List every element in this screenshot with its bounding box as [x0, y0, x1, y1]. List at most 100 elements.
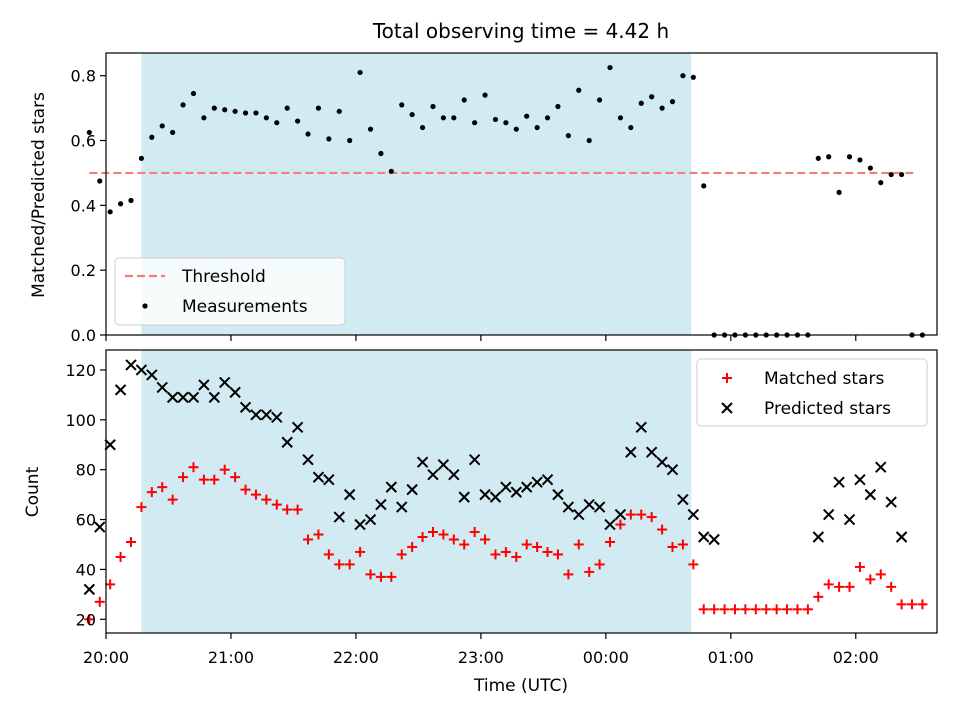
matched-star-point [198, 474, 209, 485]
matched-star-point [292, 504, 303, 515]
measurement-point [503, 120, 509, 126]
measurement-point [680, 73, 686, 79]
y-tick-label: 0.2 [71, 261, 96, 280]
matched-star-point [667, 541, 678, 552]
predicted-star-point [333, 511, 345, 523]
predicted-star-point [698, 531, 710, 543]
predicted-star-point [864, 488, 877, 501]
predicted-star-point [291, 421, 304, 434]
matched-star-point [750, 604, 761, 615]
measurement-point [451, 115, 457, 121]
matched-star-point [917, 599, 928, 610]
predicted-star-point [520, 481, 533, 493]
y-tick-label: 100 [65, 411, 96, 430]
measurement-point [534, 124, 540, 131]
predicted-star-point [645, 446, 658, 458]
predicted-star-point [416, 456, 429, 468]
measurement-point [86, 129, 92, 136]
x-tick-label: 02:00 [833, 648, 879, 667]
measurement-point [284, 105, 290, 111]
measurement-point [628, 124, 634, 131]
measurement-point [128, 197, 134, 204]
matched-star-point [865, 574, 876, 585]
legend-measurement-swatch [142, 303, 148, 309]
y-tick-label: 60 [76, 511, 96, 530]
matched-star-point [511, 551, 522, 562]
measurement-point [472, 120, 478, 126]
predicted-star-point [604, 518, 616, 531]
matched-star-point [740, 604, 751, 615]
matched-star-point [313, 529, 324, 540]
measurement-point [388, 168, 394, 174]
matched-star-point [157, 482, 168, 493]
predicted-star-point [364, 513, 377, 526]
measurement-point [607, 64, 613, 71]
predicted-star-point [541, 473, 554, 486]
measurement-point [836, 189, 842, 195]
predicted-star-point [635, 421, 647, 434]
matched-star-point [782, 604, 793, 615]
matched-star-point [823, 579, 834, 590]
matched-star-point [261, 494, 272, 505]
y-tick-label: 20 [76, 610, 96, 629]
bottom-y-axis-label: Count [23, 466, 43, 517]
predicted-star-point [625, 446, 637, 458]
matched-star-point [875, 569, 886, 580]
chart-title: Total observing time = 4.42 h [372, 19, 669, 43]
measurement-point [617, 115, 624, 121]
measurement-point [482, 92, 488, 98]
measurement-point [419, 124, 426, 131]
measurement-point [701, 183, 707, 189]
measurement-point [367, 126, 374, 132]
x-axis-label: Time (UTC) [473, 676, 568, 696]
measurement-point [159, 123, 165, 129]
matched-star-point [844, 581, 855, 592]
matched-star-point [146, 487, 157, 498]
matched-star-point [698, 604, 709, 615]
matched-star-point [219, 464, 230, 475]
predicted-star-point [208, 391, 221, 404]
measurement-point [180, 102, 186, 108]
y-tick-label: 0.6 [71, 132, 96, 151]
matched-star-point [136, 502, 147, 513]
matched-star-point [719, 604, 730, 615]
measurement-point [878, 180, 884, 186]
y-tick-label: 0.4 [71, 196, 96, 215]
measurement-point [461, 97, 467, 103]
measurement-point [430, 103, 436, 110]
top-panel-ratio: 0.0 0.2 0.4 0.6 0.8 Threshold Measurements [71, 52, 938, 345]
predicted-star-point [125, 359, 137, 371]
measurement-point [274, 120, 280, 126]
measurement-point [305, 131, 311, 137]
measurement-point [117, 201, 124, 207]
matched-star-point [167, 494, 178, 505]
predicted-star-point [708, 533, 720, 546]
predicted-star-point [593, 501, 606, 513]
predicted-star-point [854, 473, 866, 486]
matched-star-point [802, 604, 813, 615]
matched-star-point [282, 504, 293, 515]
predicted-star-point [323, 473, 335, 486]
matched-star-point [563, 569, 574, 580]
legend-predicted-label: Predicted stars [764, 399, 891, 419]
measurement-point [409, 111, 415, 118]
measurement-point [315, 105, 322, 111]
measurement-point [211, 105, 217, 111]
measurement-point [97, 178, 103, 184]
predicted-star-point [114, 384, 127, 396]
legend-bottom: Matched stars Predicted stars [696, 358, 928, 427]
measurement-point [898, 171, 905, 178]
measurement-point [201, 115, 207, 121]
predicted-star-point [135, 364, 148, 376]
predicted-star-point [666, 463, 679, 476]
predicted-star-point [198, 379, 210, 391]
predicted-star-point [302, 454, 314, 466]
matched-star-point [792, 604, 803, 615]
matched-star-point [334, 559, 345, 570]
matched-star-point [709, 604, 720, 615]
predicted-star-point [354, 518, 366, 531]
measurement-point [336, 108, 342, 114]
legend-box [114, 257, 346, 326]
predicted-star-point [843, 513, 856, 526]
plot-frame [105, 52, 938, 336]
